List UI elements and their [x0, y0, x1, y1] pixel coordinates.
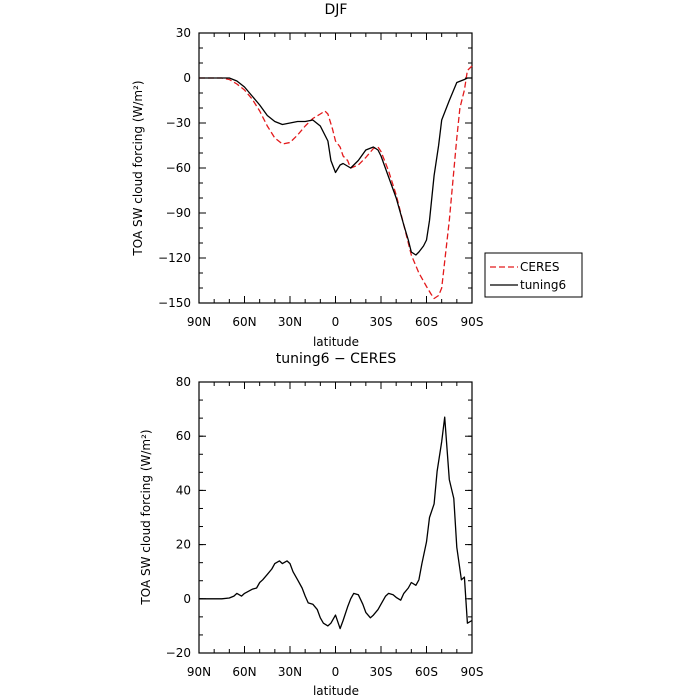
top-y-tick-label: −150 [158, 296, 191, 310]
bottom-x-tick-label: 90N [187, 665, 211, 679]
bottom-series-difference-line [199, 416, 473, 630]
top-x-axis-label: latitude [313, 335, 359, 349]
bottom-x-tick-label: 90S [461, 665, 484, 679]
top-x-tick-label: 90S [461, 315, 484, 329]
bottom-y-tick-label: 40 [176, 483, 191, 497]
legend-box [484, 252, 583, 298]
top-y-tick-label: −120 [158, 251, 191, 265]
bottom-y-tick-label: 80 [176, 375, 191, 389]
top-x-tick-label: 60N [232, 315, 256, 329]
top-x-tick-label: 0 [332, 315, 340, 329]
bottom-y-tick-label: 20 [176, 538, 191, 552]
bottom-title: tuning6 − CERES [276, 351, 397, 367]
bottom-y-tick-label: −20 [166, 646, 191, 660]
top-x-tick-label: 60S [415, 315, 438, 329]
top-x-tick-label: 30S [370, 315, 393, 329]
top-y-tick-label: 0 [183, 71, 191, 85]
legend-label-ceres: CERES [520, 260, 560, 274]
top-y-tick-label: −60 [166, 161, 191, 175]
bottom-y-tick-label: 60 [176, 429, 191, 443]
bottom-x-tick-label: 30N [278, 665, 302, 679]
legend-label-tuning6: tuning6 [520, 278, 566, 292]
top-y-tick-label: −30 [166, 116, 191, 130]
bottom-x-tick-label: 30S [370, 665, 393, 679]
bottom-plot-area: 90N 60N 30N 0 30S 60S 90S 80 60 40 20 0 −20 [166, 375, 484, 679]
top-title: DJF [325, 2, 348, 18]
bottom-x-tick-label: 0 [332, 665, 340, 679]
top-plot-area: 90N 60N 30N 0 30S 60S 90S 30 0 −30 −60 −90 −120 −150 [158, 26, 483, 329]
top-y-tick-label: 30 [176, 26, 191, 40]
bottom-y-axis-label: TOA SW cloud forcing (W/m²) [139, 429, 153, 605]
top-series-ceres-line [199, 65, 473, 300]
bottom-x-tick-label: 60S [415, 665, 438, 679]
top-plot-frame [198, 32, 473, 304]
bottom-y-tick-label: 0 [183, 592, 191, 606]
top-y-tick-label: −90 [166, 206, 191, 220]
bottom-x-tick-label: 60N [232, 665, 256, 679]
top-series-tuning6-line [199, 77, 472, 256]
top-x-tick-label: 90N [187, 315, 211, 329]
bottom-panel: tuning6 − CERES 90N 60N 30N 0 30S 60S 90S 80 60 4… [139, 351, 483, 698]
bottom-x-axis-label: latitude [313, 684, 359, 698]
top-panel: DJF 90N 60N 30N 0 30S 60S 90S 30 0 −30 −60 −90 −120 −… [131, 2, 583, 349]
top-x-tick-label: 30N [278, 315, 302, 329]
legend: CERES tuning6 [484, 252, 583, 298]
bottom-plot-frame [198, 381, 473, 654]
top-y-axis-label: TOA SW cloud forcing (W/m²) [131, 80, 145, 256]
